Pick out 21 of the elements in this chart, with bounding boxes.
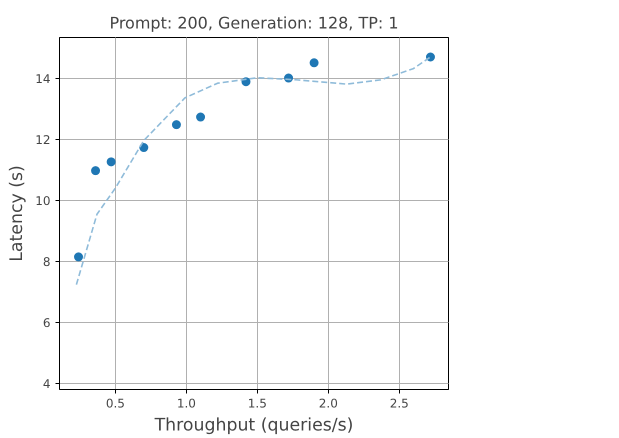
x-tick-label: 2.0 (318, 396, 338, 410)
y-axis-title: Latency (s) (7, 165, 28, 262)
x-tick-label: 1.5 (248, 396, 267, 410)
y-tick-label: 10 (35, 194, 51, 208)
y-tick-label: 4 (42, 376, 51, 391)
x-tick-label: 2.5 (390, 396, 409, 410)
y-tick-label: 8 (42, 255, 51, 269)
point (426, 52, 435, 62)
x-tick-label: 1.0 (176, 396, 196, 410)
y-tick-label: 12 (35, 133, 51, 148)
y-tick-label: 14 (35, 72, 51, 86)
x-axis-title: Throughput (queries/s) (154, 416, 354, 436)
chart-title: Prompt: 200, Generation: 128, TP: 1 (109, 14, 399, 32)
point (91, 166, 100, 176)
point (310, 58, 319, 68)
point (74, 252, 84, 262)
point (172, 120, 181, 130)
x-tick-label: 0.5 (106, 396, 125, 410)
point (106, 157, 116, 166)
point (196, 112, 206, 122)
y-tick-label: 6 (42, 316, 51, 330)
